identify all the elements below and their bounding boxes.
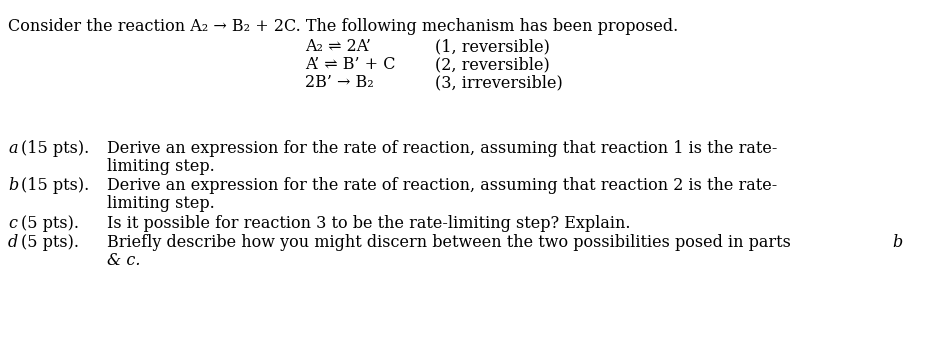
- Text: limiting step.: limiting step.: [107, 195, 215, 212]
- Text: Derive an expression for the rate of reaction, assuming that reaction 1 is the r: Derive an expression for the rate of rea…: [107, 140, 778, 157]
- Text: c: c: [8, 215, 17, 232]
- Text: (1, reversible): (1, reversible): [435, 38, 550, 55]
- Text: b: b: [8, 177, 18, 194]
- Text: (2, reversible): (2, reversible): [435, 56, 550, 73]
- Text: Consider the reaction A₂ → B₂ + 2C. The following mechanism has been proposed.: Consider the reaction A₂ → B₂ + 2C. The …: [8, 18, 678, 35]
- Text: (5 pts).: (5 pts).: [21, 234, 79, 251]
- Text: 2B’ → B₂: 2B’ → B₂: [305, 74, 373, 91]
- Text: (15 pts).: (15 pts).: [21, 140, 89, 157]
- Text: (3, irreversible): (3, irreversible): [435, 74, 563, 91]
- Text: Derive an expression for the rate of reaction, assuming that reaction 2 is the r: Derive an expression for the rate of rea…: [107, 177, 778, 194]
- Text: & c.: & c.: [107, 252, 141, 269]
- Text: A’ ⇌ B’ + C: A’ ⇌ B’ + C: [305, 56, 396, 73]
- Text: Is it possible for reaction 3 to be the rate-limiting step? Explain.: Is it possible for reaction 3 to be the …: [107, 215, 630, 232]
- Text: (15 pts).: (15 pts).: [21, 177, 89, 194]
- Text: a: a: [8, 140, 18, 157]
- Text: (5 pts).: (5 pts).: [21, 215, 79, 232]
- Text: Briefly describe how you might discern between the two possibilities posed in pa: Briefly describe how you might discern b…: [107, 234, 796, 251]
- Text: limiting step.: limiting step.: [107, 158, 215, 175]
- Text: d: d: [8, 234, 18, 251]
- Text: b: b: [892, 234, 902, 251]
- Text: A₂ ⇌ 2A’: A₂ ⇌ 2A’: [305, 38, 371, 55]
